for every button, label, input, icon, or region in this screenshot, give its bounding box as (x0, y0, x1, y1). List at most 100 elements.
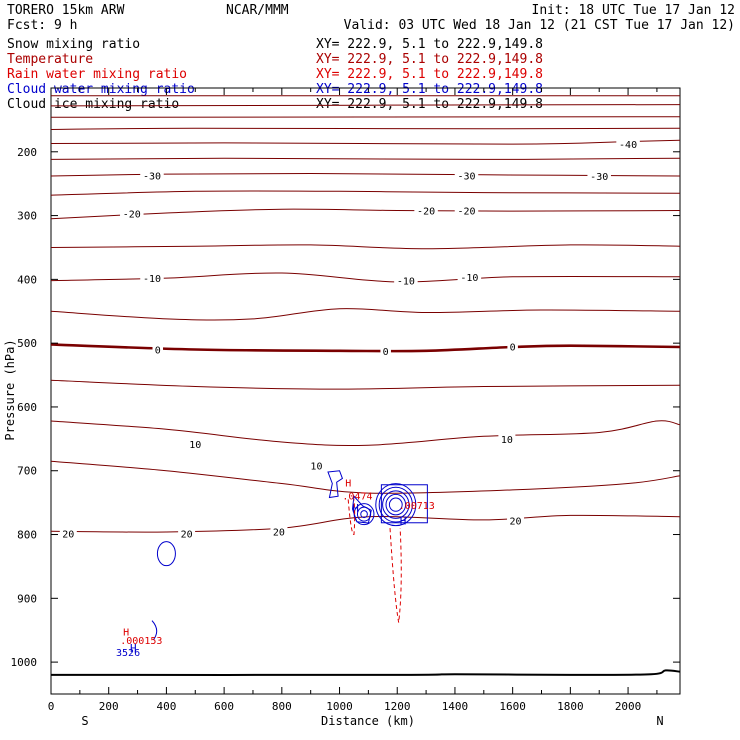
x-tick-label: 600 (214, 700, 234, 713)
contour-label: 20 (510, 516, 522, 527)
y-tick-label: 500 (17, 337, 37, 350)
cloud-contour-ring (378, 486, 413, 523)
contour-label-bg (140, 169, 164, 181)
contour-label: 10 (310, 462, 322, 473)
rain-contour (389, 528, 402, 623)
y-tick-label: 800 (17, 529, 37, 542)
x-tick-label: 400 (156, 700, 176, 713)
isotherm--40 (50, 139, 681, 145)
legend: Snow mixing ratio XY= 222.9, 5.1 to 222.9… (7, 37, 543, 112)
cloud-contour-ring (375, 483, 417, 527)
contour-label: 0 (155, 346, 161, 357)
cloud-contour-ring (382, 490, 410, 519)
org-label: NCAR/MMM (226, 3, 289, 18)
x-tick-label: 1600 (499, 700, 526, 713)
legend-xy: XY= 222.9, 5.1 to 222.9,149.8 (316, 67, 543, 82)
isotherm--50 (50, 116, 681, 118)
terrain-surface (50, 669, 681, 676)
x-tick-label: 800 (272, 700, 292, 713)
isotherm--35 (50, 157, 681, 160)
contour-label-bg (498, 432, 516, 444)
contour-label: -30 (590, 172, 608, 183)
legend-xy: XY= 222.9, 5.1 to 222.9,149.8 (316, 97, 543, 112)
cloud-contour-small (156, 541, 176, 567)
contour-label: -40 (619, 140, 637, 151)
x-tick-label: 1000 (326, 700, 353, 713)
contour-label-bg (140, 272, 164, 284)
contour-label: 10 (189, 440, 201, 451)
cloud-contour-outline (327, 470, 344, 499)
north-label: N (656, 714, 663, 728)
south-label: S (81, 714, 88, 728)
contour-label-bg (587, 170, 611, 182)
legend-label: Rain water mixing ratio (7, 67, 187, 82)
contour-label-bg (454, 169, 479, 181)
x-tick-label: 1400 (442, 700, 469, 713)
contour-label: 0 (383, 347, 389, 358)
contour-label: 10 (501, 435, 513, 446)
y-tick-label: 900 (17, 592, 37, 605)
contour-label-bg (454, 204, 479, 216)
cloud-contour-box (380, 484, 428, 524)
cloud-value-label: 3526 (116, 648, 140, 659)
contour-label-bg (307, 459, 325, 471)
contour-label: 0 (510, 342, 516, 353)
contour-label: -20 (123, 210, 141, 221)
contour-label-bg (457, 270, 482, 282)
y-tick-label: 200 (17, 146, 37, 159)
contour-label: 20 (181, 529, 193, 540)
valid-time: Valid: 03 UTC Wed 18 Jan 12 (21 CST Tue … (344, 18, 735, 33)
cloud-max-label: H (400, 515, 407, 528)
y-tick-label: 400 (17, 273, 37, 286)
isotherm-0 (50, 343, 681, 353)
isotherm-10 (50, 420, 681, 447)
contour-label: -30 (143, 171, 161, 182)
contour-label-bg (178, 527, 196, 539)
contour-label-bg (120, 207, 144, 219)
isotherm-15 (50, 460, 681, 494)
isotherm--15 (50, 244, 681, 250)
rain-label: .00713 (399, 501, 435, 512)
legend-label: Cloud water mixing ratio (7, 82, 195, 97)
legend-xy: XY= 222.9, 5.1 to 222.9,149.8 (316, 37, 543, 52)
y-axis-label: Pressure (hPa) (3, 339, 17, 440)
cloud-max-label: H (352, 502, 359, 515)
contour-label: -20 (457, 206, 475, 217)
cloud-contour-arc (151, 620, 158, 641)
y-tick-label: 300 (17, 210, 37, 223)
rain-label: .000153 (120, 636, 162, 647)
contour-label-bg (414, 204, 438, 216)
x-tick-label: 0 (48, 700, 55, 713)
rain-label: H (123, 627, 129, 638)
cloud-contour-ring (385, 493, 407, 516)
legend-label: Cloud ice mixing ratio (7, 97, 179, 112)
isotherm--55 (50, 104, 681, 107)
cloud-max-label: H (130, 642, 137, 655)
temperature-isotherms (50, 95, 681, 533)
contour-label-bg (507, 340, 518, 352)
init-time: Init: 18 UTC Tue 17 Jan 12 (532, 3, 736, 18)
contour-label-bg (394, 274, 418, 286)
contour-label-bg (616, 138, 640, 150)
isotherm--5 (50, 308, 681, 321)
terrain-line (50, 669, 681, 676)
isotherm-5 (50, 379, 681, 390)
isotherm-20 (50, 514, 681, 533)
x-tick-label: 2000 (615, 700, 642, 713)
y-tick-label: 700 (17, 465, 37, 478)
contour-label: -20 (417, 206, 435, 217)
contour-label-bg (270, 525, 288, 537)
legend-label: Temperature (7, 52, 93, 67)
rain-contour (347, 499, 356, 536)
cloud-contour-outline (352, 495, 372, 524)
isotherm--45 (50, 127, 681, 130)
contour-label: 20 (62, 529, 74, 540)
isotherm--25 (50, 190, 681, 196)
isotherm--20 (50, 208, 681, 220)
contour-label: -10 (397, 277, 415, 288)
contour-label-bg (59, 527, 77, 539)
y-tick-label: 1000 (11, 656, 38, 669)
